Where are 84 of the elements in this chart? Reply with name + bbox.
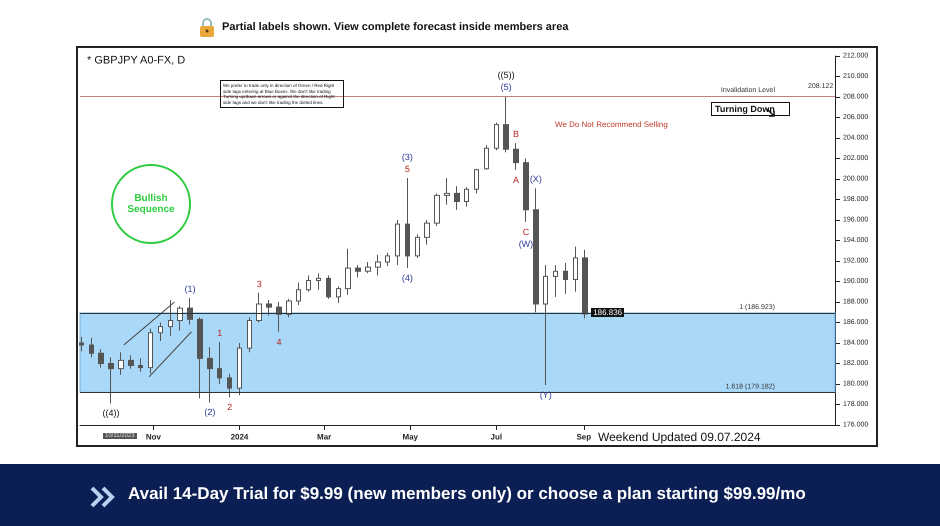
- candlestick: [503, 95, 509, 153]
- candlestick: [424, 220, 430, 246]
- annotation: (2): [204, 407, 216, 418]
- candlestick: [217, 341, 222, 384]
- annotation: (3): [402, 152, 413, 162]
- candlestick: [484, 144, 489, 170]
- candlestick: [444, 177, 450, 206]
- candlestick: [286, 298, 292, 318]
- text: Avail 14-Day Trial for $9.99 (new members only) or choose a plan starting $99.99/mo: [128, 484, 806, 504]
- candlestick: [543, 264, 548, 386]
- candlestick: [128, 354, 134, 370]
- candlestick: [533, 188, 539, 313]
- candlestick: [395, 220, 400, 266]
- text: Partial labels shown. View complete forecast inside members area: [222, 21, 568, 33]
- candlestick: [138, 358, 143, 372]
- candlestick: [582, 249, 588, 319]
- annotation: 5: [404, 164, 410, 174]
- candlestick: [296, 282, 301, 306]
- candlestick: [89, 337, 94, 358]
- candlestick: [316, 272, 321, 290]
- annotation: (X): [530, 174, 542, 184]
- candlestick: [336, 286, 341, 304]
- x-tick-label: Sep: [576, 432, 592, 442]
- chart-title: * GBPJPY A0-FX, D: [87, 54, 186, 66]
- candlestick: [187, 297, 193, 326]
- x-tick-label: 2024: [230, 432, 249, 442]
- candlestick: [385, 252, 390, 267]
- candlestick: [345, 248, 351, 296]
- candlestick: [553, 264, 558, 298]
- candlestick: [464, 186, 469, 208]
- candlestick: [168, 299, 173, 336]
- candlestick: [197, 316, 203, 399]
- candlestick: [266, 299, 272, 316]
- candlestick: [306, 274, 311, 292]
- candlestick: [405, 177, 410, 269]
- candlestick: [177, 306, 183, 332]
- candlestick: [326, 274, 331, 300]
- candlestick: [434, 192, 440, 227]
- annotation: (4): [402, 273, 413, 284]
- candlestick: [563, 262, 568, 294]
- annotation: Bullish Sequence: [111, 164, 191, 244]
- annotation: C: [522, 227, 530, 238]
- annotation: We Do Not Recommend Selling: [555, 120, 668, 129]
- candlestick: [207, 346, 213, 403]
- candlestick: [365, 262, 371, 274]
- annotation: A: [513, 174, 520, 185]
- candlestick: [375, 254, 381, 276]
- candlestick: [415, 234, 420, 258]
- candlestick: [247, 316, 252, 353]
- annotation: 1: [217, 328, 222, 338]
- annotation: (5): [500, 82, 512, 92]
- x-tick-label: Nov: [146, 432, 162, 442]
- text: Weekend Updated 09.07.2024: [598, 430, 761, 444]
- candlestick: [148, 328, 153, 374]
- x-tick-label: Mar: [317, 432, 332, 442]
- candlestick: [79, 336, 84, 352]
- annotation: 2: [227, 402, 232, 412]
- annotation: 4: [276, 336, 282, 347]
- x-tick-label: Jul: [490, 432, 502, 442]
- candlestick: [227, 373, 232, 398]
- candlestick: [276, 302, 282, 332]
- candlestick: [237, 342, 242, 396]
- annotation: 186.836: [591, 308, 624, 317]
- annotation: (1): [184, 284, 196, 294]
- candlestick: [118, 352, 124, 376]
- annotation: B: [513, 129, 520, 140]
- candlestick: [108, 356, 114, 404]
- candlestick: [98, 348, 104, 368]
- annotation: (W): [518, 239, 534, 250]
- candlestick: [573, 246, 578, 292]
- candlestick: [494, 122, 499, 151]
- candlestick: [256, 292, 262, 323]
- candlestick: [513, 142, 519, 170]
- annotation: 3: [256, 278, 262, 289]
- annotation: ((4)): [102, 408, 120, 418]
- annotation: ((5)): [498, 70, 515, 80]
- candlestick: [454, 186, 460, 210]
- candlestick: [474, 168, 479, 194]
- x-tick-label: May: [402, 432, 419, 442]
- candlestick: [158, 322, 163, 342]
- candlestick: [355, 264, 361, 278]
- candlestick: [523, 158, 529, 223]
- annotation: Turning Down: [711, 102, 790, 116]
- annotation: (Y): [540, 390, 552, 400]
